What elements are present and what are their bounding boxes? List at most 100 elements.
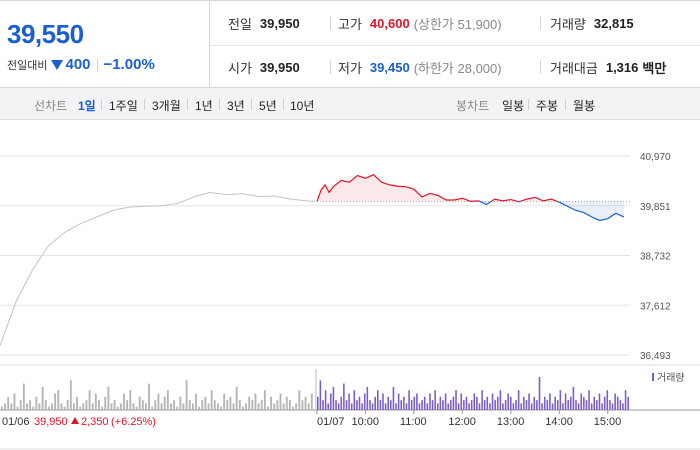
period-1w[interactable]: 1주일	[109, 99, 138, 113]
volume-bar-today	[465, 396, 468, 410]
volume-bar-prev	[119, 403, 122, 410]
volume-bar-prev	[72, 403, 75, 410]
volume-bar-today	[374, 396, 376, 410]
volume-bar-today	[473, 393, 476, 410]
volume-bar-prev	[223, 393, 226, 410]
volume-bar-today	[624, 390, 627, 410]
volume-bar-today	[585, 400, 588, 410]
volume-bar-prev	[176, 406, 179, 410]
volume-bar-today	[494, 400, 496, 410]
volume-bar-prev	[166, 390, 169, 410]
volume-bar-prev	[210, 390, 213, 410]
volume-bar-prev	[267, 406, 269, 410]
divider	[330, 16, 331, 30]
volume-bar-prev	[44, 400, 47, 410]
volume-bar-prev	[229, 396, 232, 410]
up-arrow-icon	[71, 417, 79, 424]
volume-bar-prev	[98, 400, 100, 410]
up-area	[317, 174, 480, 202]
change-label: 전일대비	[7, 59, 48, 72]
volume-bar-today	[533, 396, 536, 410]
volume-bar-today	[335, 400, 337, 410]
volume-bar-prev	[110, 403, 113, 410]
candle-monthly[interactable]: 월봉	[573, 99, 596, 113]
volume-bar-today	[590, 403, 593, 410]
volume-bar-prev	[19, 400, 22, 410]
volume-bar-prev	[179, 396, 182, 410]
volume-bar-prev	[304, 396, 307, 410]
candle-weekly[interactable]: 주봉	[536, 99, 559, 113]
volume-value: 32,815	[593, 15, 634, 31]
volume-bar-today	[525, 400, 528, 410]
divider	[96, 58, 98, 71]
volume-bar-today	[491, 393, 494, 410]
down-line	[479, 200, 492, 206]
volume-bar-today	[512, 403, 515, 410]
volume-bar-prev	[38, 403, 41, 410]
volume-bar-prev	[35, 396, 38, 410]
volume-bar-today	[436, 403, 439, 410]
trade-value-label: 거래대금	[550, 60, 598, 76]
volume-bar-prev	[126, 400, 129, 410]
trade-value-unit: 백만	[642, 60, 667, 76]
volume-bar-prev	[204, 396, 207, 410]
volume-bar-prev	[157, 393, 160, 410]
period-10y[interactable]: 10년	[290, 99, 315, 113]
volume-bar-today	[418, 403, 421, 410]
period-1d[interactable]: 1일	[78, 99, 96, 113]
volume-bar-prev	[207, 403, 210, 410]
volume-bar-prev	[51, 403, 53, 410]
period-1y[interactable]: 1년	[195, 99, 213, 113]
volume-bar-today	[376, 390, 379, 410]
candle-daily[interactable]: 일봉	[502, 99, 525, 113]
volume-bar-today	[330, 393, 332, 410]
volume-bar-today	[567, 400, 569, 410]
volume-bar-today	[499, 390, 502, 410]
volume-bar-today	[616, 396, 619, 410]
volume-bar-today	[431, 400, 434, 410]
price-summary: 39,550 전일대비 400 −1.00%	[0, 1, 210, 89]
y-tick-label: 39,851	[640, 202, 671, 213]
period-5y[interactable]: 5년	[259, 99, 277, 113]
low-label: 저가	[338, 60, 362, 76]
volume-bar-today	[606, 390, 609, 410]
price-chart[interactable]: 40,970 39,851 38,732 37,612 36,493 거래량 01/07 10…	[0, 120, 700, 450]
divider	[251, 99, 252, 110]
volume-bar-prev	[182, 403, 185, 410]
volume-bar-prev	[232, 403, 235, 410]
volume-bar-today	[564, 393, 567, 410]
chart-toolbar: 선차트 1일 1주일 3개월 1년 3년 5년 10년 봉차트 일봉 주봉 월봉	[0, 88, 700, 120]
down-arrow-icon	[51, 59, 64, 70]
volume-bar-today	[457, 403, 460, 410]
volume-bar-prev	[242, 406, 244, 410]
divider	[540, 60, 541, 74]
volume-bar-prev	[47, 406, 50, 410]
prev-day-change-pct: (+6.25%)	[111, 416, 156, 428]
period-3m[interactable]: 3개월	[152, 99, 181, 113]
volume-bar-today	[442, 400, 444, 410]
volume-bar-prev	[251, 400, 254, 410]
volume-bar-today	[408, 390, 410, 410]
volume-bar-today	[622, 403, 624, 410]
volume-bar-today	[583, 396, 585, 410]
lower-limit: (하한가 28,000)	[413, 60, 502, 76]
divider	[101, 99, 102, 110]
volume-bar-prev	[10, 403, 13, 410]
trade-value-info: 거래대금 1,316 백만	[550, 45, 666, 89]
volume-bar-today	[363, 393, 366, 410]
volume-bar-prev	[41, 386, 44, 410]
volume-bar-prev	[163, 396, 166, 410]
volume-bar-prev	[188, 400, 191, 410]
volume-bar-today	[384, 403, 387, 410]
y-tick-label: 38,732	[640, 252, 671, 263]
divider	[528, 99, 529, 110]
volume-bar-prev	[282, 403, 285, 410]
volume-bar-today	[601, 403, 603, 410]
volume-bar-prev	[138, 396, 141, 410]
volume-legend: 거래량	[657, 372, 685, 384]
volume-bar-prev	[292, 406, 294, 410]
period-3y[interactable]: 3년	[227, 99, 245, 113]
volume-bar-prev	[22, 383, 25, 410]
volume-bar-prev	[276, 400, 279, 410]
volume-bar-prev	[254, 393, 257, 410]
